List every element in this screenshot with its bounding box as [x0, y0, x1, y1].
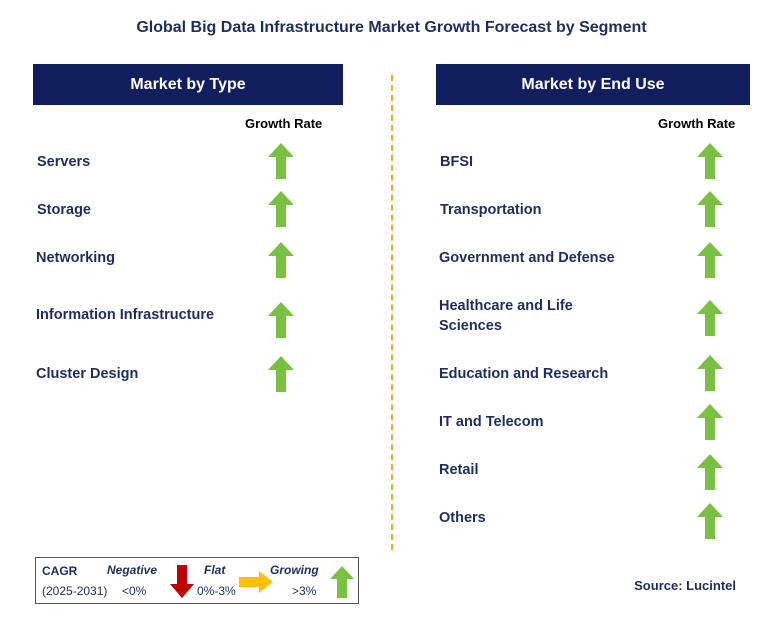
growing-arrow-icon	[697, 454, 723, 490]
right-item-label: Transportation	[440, 202, 542, 218]
growing-arrow-icon	[697, 300, 723, 336]
growing-arrow-icon	[268, 191, 294, 227]
up-arrow-icon	[330, 566, 354, 598]
right-growth-rate-label: Growth Rate	[658, 116, 736, 131]
legend-negative-value: <0%	[122, 584, 147, 598]
legend-growing-value: >3%	[292, 584, 317, 598]
growing-arrow-icon	[697, 191, 723, 227]
growing-arrow-icon	[697, 143, 723, 179]
right-item-label: Government and Defense	[439, 250, 615, 266]
left-panel-header: Market by Type	[33, 64, 343, 105]
right-arrow-icon	[239, 571, 273, 593]
left-item-label: Storage	[37, 202, 91, 218]
growing-arrow-icon	[697, 355, 723, 391]
panel-divider	[391, 75, 393, 550]
growing-arrow-icon	[268, 302, 294, 338]
left-item-label: Cluster Design	[36, 366, 139, 382]
left-item-label: Networking	[36, 250, 115, 266]
right-panel-header: Market by End Use	[436, 64, 750, 105]
right-item-label: Retail	[439, 462, 479, 478]
growing-arrow-icon	[697, 242, 723, 278]
legend-growing-label: Growing	[270, 563, 319, 577]
right-item-label: Education and Research	[439, 366, 609, 382]
right-item-label: IT and Telecom	[439, 414, 544, 430]
left-item-label: Servers	[37, 154, 91, 170]
growing-arrow-icon	[268, 356, 294, 392]
right-item-label: Healthcare and Life Sciences	[439, 298, 573, 334]
page-title: Global Big Data Infrastructure Market Gr…	[136, 19, 647, 36]
cagr-legend: CAGR (2025-2031) Negative <0% Flat 0%-3%…	[35, 557, 359, 604]
growing-arrow-icon	[268, 242, 294, 278]
left-growth-rate-label: Growth Rate	[245, 116, 323, 131]
growing-arrow-icon	[268, 143, 294, 179]
legend-period: (2025-2031)	[42, 584, 108, 598]
growing-arrow-icon	[697, 503, 723, 539]
legend-negative-label: Negative	[107, 563, 158, 577]
legend-flat-value: 0%-3%	[197, 584, 236, 598]
right-item-label: Others	[439, 510, 486, 526]
left-item-label: Information Infrastructure	[36, 307, 215, 323]
legend-flat-label: Flat	[204, 563, 226, 577]
growing-arrow-icon	[697, 404, 723, 440]
right-item-label: BFSI	[440, 154, 474, 170]
source-note: Source: Lucintel	[634, 578, 736, 593]
legend-cagr-label: CAGR	[42, 564, 78, 578]
down-arrow-icon	[170, 565, 194, 598]
